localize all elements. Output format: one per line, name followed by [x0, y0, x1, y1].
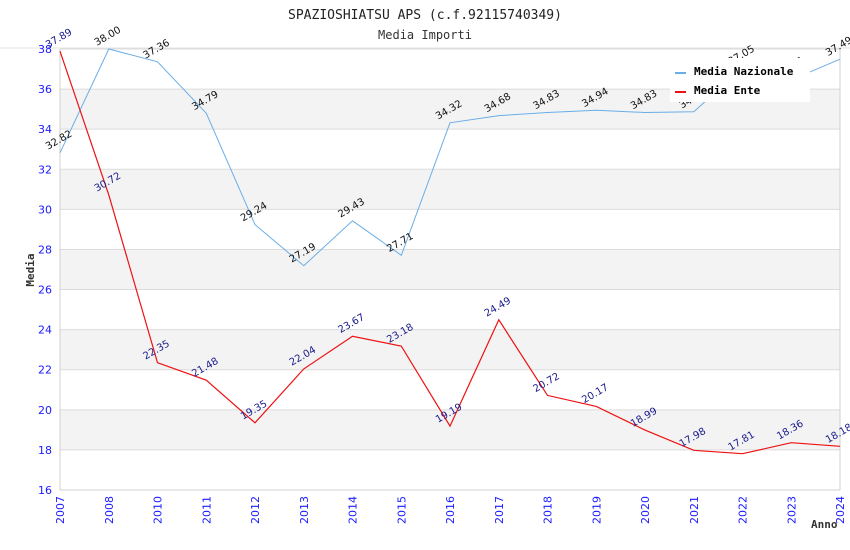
y-tick-label: 16: [38, 484, 52, 497]
grid-band: [60, 329, 840, 370]
x-tick-label: 2012: [249, 496, 262, 524]
data-label: 20.17: [580, 382, 610, 406]
grid-bands: [60, 89, 840, 450]
y-tick-label: 34: [38, 123, 52, 136]
x-tick-label: 2007: [54, 496, 67, 524]
x-tick-label: 2024: [834, 496, 847, 524]
x-tick-label: 2022: [737, 496, 750, 524]
data-label: 37.89: [44, 27, 74, 51]
data-label: 20.72: [532, 371, 562, 395]
y-tick-label: 26: [38, 284, 52, 297]
x-axis-label: Anno: [811, 518, 838, 531]
grid-band: [60, 409, 840, 450]
data-label: 24.49: [483, 296, 513, 320]
y-tick-label: 20: [38, 404, 52, 417]
data-label: 37.49: [824, 35, 850, 59]
data-label: 37.36: [142, 38, 172, 62]
x-tick-label: 2016: [444, 496, 457, 524]
x-tick-labels: 2007 2008 2010 2011 2012 2013 2014 2015 2016 2017…: [54, 496, 847, 524]
y-axis-label: Media: [24, 253, 37, 286]
y-tick-label: 38: [38, 43, 52, 56]
y-tick-labels: 16 18 20 22 24 26 28 30 32 34 36 38: [38, 43, 52, 497]
legend-box: [670, 58, 810, 102]
y-tick-label: 22: [38, 364, 52, 377]
legend-label-ente: Media Ente: [694, 84, 761, 97]
y-tick-label: 18: [38, 444, 52, 457]
chart-title: SPAZIOSHIATSU APS (c.f.92115740349): [288, 8, 562, 23]
x-tick-label: 2023: [785, 496, 798, 524]
legend: Media Nazionale Media Ente: [670, 58, 810, 102]
x-tick-label: 2019: [590, 496, 603, 524]
grid-band: [60, 249, 840, 290]
x-tick-label: 2013: [298, 496, 311, 524]
chart-subtitle: Media Importi: [378, 28, 472, 42]
data-label: 38.00: [93, 25, 123, 49]
legend-label-nazionale: Media Nazionale: [694, 65, 794, 78]
x-tick-label: 2017: [493, 496, 506, 524]
x-tick-label: 2015: [395, 496, 408, 524]
y-tick-label: 32: [38, 163, 52, 176]
grid-band: [60, 169, 840, 210]
x-tick-label: 2020: [639, 496, 652, 524]
x-tick-label: 2008: [103, 496, 116, 524]
x-tick-label: 2014: [347, 496, 360, 524]
y-tick-label: 36: [38, 83, 52, 96]
x-tick-label: 2021: [688, 496, 701, 524]
y-tick-label: 30: [38, 203, 52, 216]
x-tick-label: 2011: [200, 496, 213, 524]
y-tick-label: 28: [38, 243, 52, 256]
x-tick-label: 2010: [152, 496, 165, 524]
y-tick-label: 24: [38, 324, 52, 337]
x-tick-label: 2018: [542, 496, 555, 524]
